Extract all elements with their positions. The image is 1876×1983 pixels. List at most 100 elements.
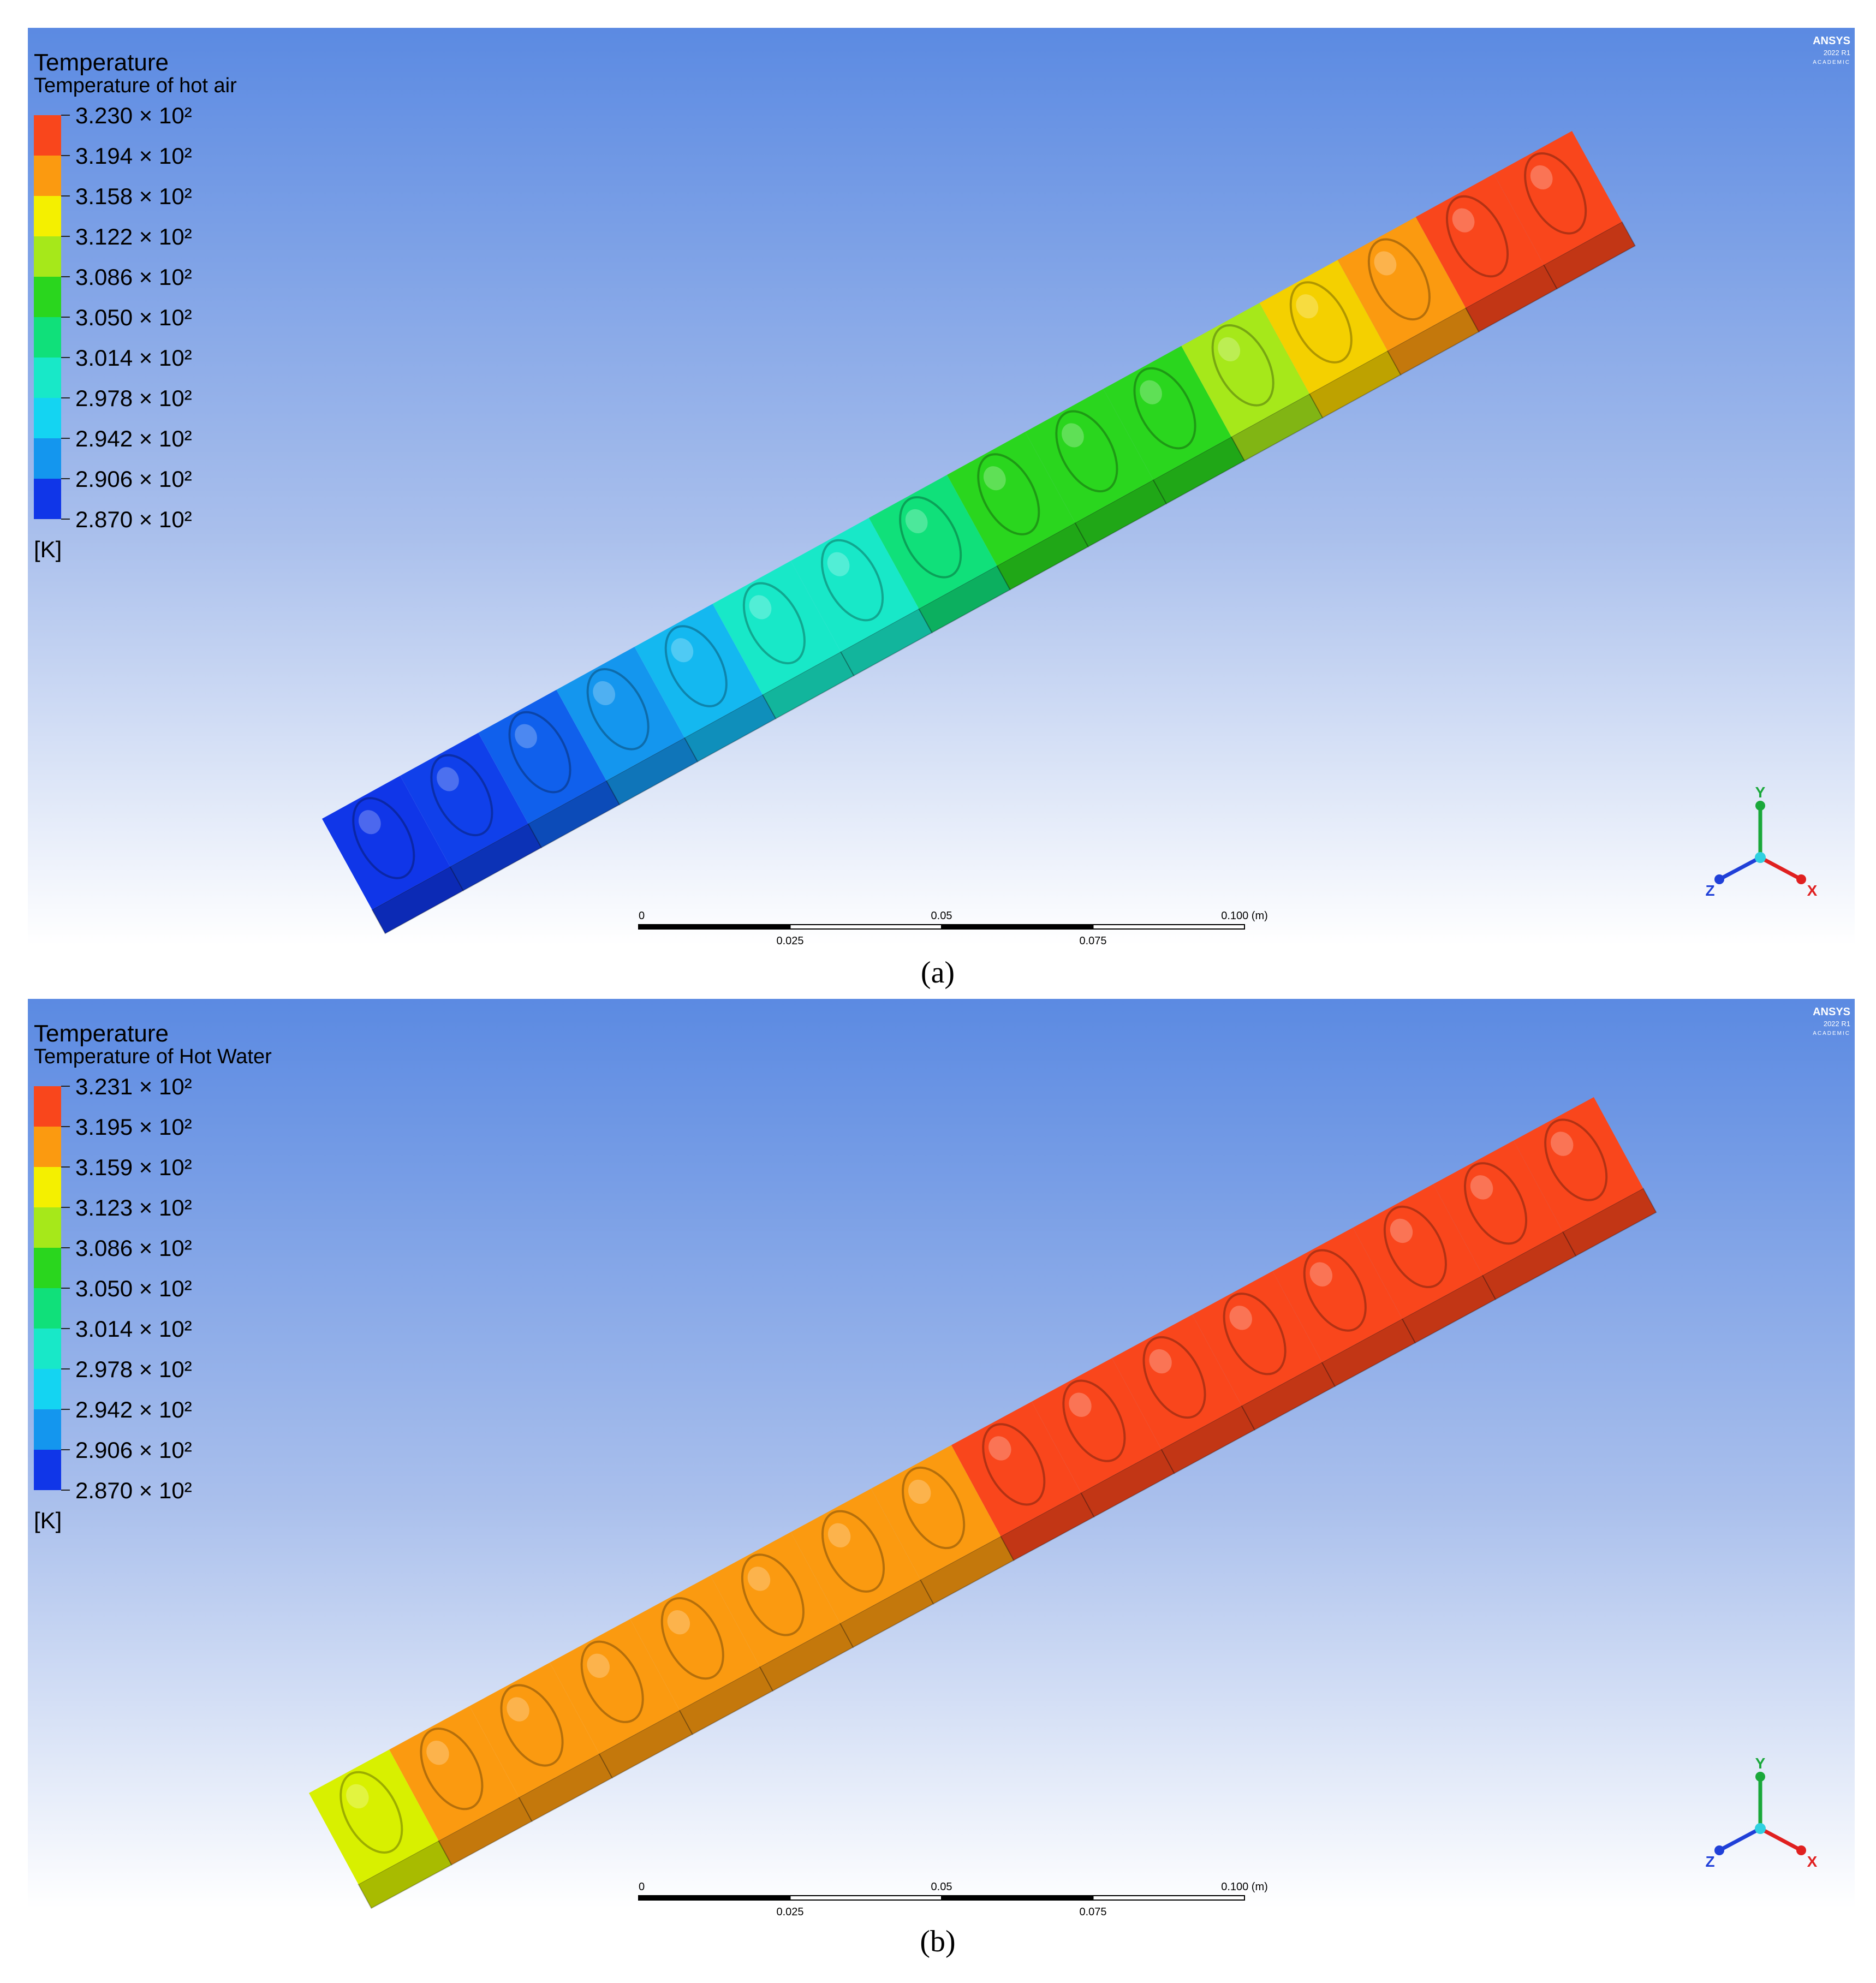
strip-rib bbox=[899, 496, 962, 579]
triad-arrowhead bbox=[1755, 1772, 1765, 1782]
strip-side-shade bbox=[684, 694, 776, 762]
strip-highlight bbox=[507, 1697, 529, 1722]
legend-unit: [K] bbox=[34, 1508, 62, 1533]
strip-rib bbox=[741, 1553, 805, 1636]
triad-arrowhead bbox=[1714, 1845, 1724, 1855]
strip-highlight bbox=[667, 1610, 690, 1635]
strip-highlight bbox=[983, 466, 1006, 491]
strip-rib bbox=[420, 1728, 484, 1811]
scale-bar-segment bbox=[638, 924, 791, 930]
panel-caption: (a) bbox=[921, 956, 955, 990]
strip-highlight bbox=[358, 810, 381, 835]
strip-side-shade bbox=[528, 781, 620, 848]
triad-label: Y bbox=[1755, 784, 1766, 801]
scale-bar-label: 0.100 (m) bbox=[1221, 910, 1268, 922]
strip-rib bbox=[586, 668, 650, 751]
scale-bar-segment bbox=[789, 924, 942, 930]
strip-side-shade bbox=[1153, 437, 1245, 504]
strip-side-shade bbox=[599, 1710, 693, 1778]
strip-highlight bbox=[988, 1436, 1011, 1461]
scale-bar-segment bbox=[638, 1895, 791, 1901]
strip-rib bbox=[1524, 152, 1587, 235]
legend-label: 3.014 × 10² bbox=[75, 1316, 192, 1342]
strip-side-shade bbox=[841, 609, 932, 676]
triad-label: X bbox=[1807, 882, 1818, 899]
panel-caption: (b) bbox=[920, 1925, 955, 1958]
logo-edition: ACADEMIC bbox=[1813, 1031, 1850, 1037]
triad-arrowhead bbox=[1796, 1845, 1806, 1855]
legend-band bbox=[34, 358, 61, 398]
legend-band bbox=[34, 1369, 61, 1409]
strip-highlight bbox=[1069, 1392, 1092, 1417]
legend-label: 3.195 × 10² bbox=[75, 1114, 192, 1140]
strip-side-shade bbox=[919, 565, 1010, 633]
legend-band bbox=[34, 1450, 61, 1490]
legend-label: 2.906 × 10² bbox=[75, 1437, 192, 1463]
strip-side-shade bbox=[1321, 1319, 1415, 1386]
triad-axis bbox=[1718, 855, 1761, 882]
triad-origin bbox=[1755, 1823, 1766, 1834]
strip-rib bbox=[508, 711, 571, 794]
strip-side-shade bbox=[1081, 1449, 1175, 1517]
legend-label: 3.123 × 10² bbox=[75, 1195, 192, 1220]
logo: ANSYS bbox=[1813, 1006, 1850, 1018]
scale-bar-label: 0.025 bbox=[776, 935, 803, 947]
strip-side-shade bbox=[1075, 479, 1166, 547]
triad-label: Z bbox=[1705, 1853, 1714, 1870]
strip-rib bbox=[1133, 367, 1196, 450]
legend-label: 2.942 × 10² bbox=[75, 426, 192, 451]
legend-label: 2.906 × 10² bbox=[75, 466, 192, 492]
strip-side-shade bbox=[1563, 1188, 1657, 1256]
strip-side-shade bbox=[679, 1666, 773, 1735]
legend-label: 3.194 × 10² bbox=[75, 143, 192, 169]
strip-side-shade bbox=[1387, 307, 1479, 375]
legend-band bbox=[34, 1409, 61, 1450]
strip-highlight bbox=[1530, 165, 1553, 190]
legend-band bbox=[34, 1127, 61, 1167]
strip-side-shade bbox=[519, 1754, 612, 1821]
legend-title: Temperature bbox=[34, 49, 169, 76]
triad-arrowhead bbox=[1755, 801, 1765, 811]
strip-rib bbox=[1223, 1293, 1287, 1375]
strip-rib bbox=[821, 1510, 885, 1593]
strip-rib bbox=[664, 625, 728, 707]
triad-label: Y bbox=[1755, 1755, 1766, 1772]
strip-rib bbox=[1383, 1205, 1447, 1289]
legend-band bbox=[34, 398, 61, 438]
strip-highlight bbox=[426, 1741, 449, 1765]
legend-label: 3.086 × 10² bbox=[75, 264, 192, 290]
strip-highlight bbox=[1452, 208, 1475, 233]
strip-rib bbox=[1544, 1118, 1608, 1201]
legend-label: 3.050 × 10² bbox=[75, 1276, 192, 1301]
strip-side-shade bbox=[1544, 222, 1635, 289]
legend-label: 3.230 × 10² bbox=[75, 103, 192, 128]
logo-version: 2022 R1 bbox=[1824, 1020, 1850, 1028]
strip-highlight bbox=[1062, 423, 1084, 448]
scale-bar-label: 0.075 bbox=[1079, 1906, 1106, 1918]
strip-highlight bbox=[671, 638, 694, 663]
strip-highlight bbox=[747, 1567, 771, 1591]
scale-bar-segment bbox=[1092, 924, 1245, 930]
scale-bar-label: 0.100 (m) bbox=[1221, 1881, 1268, 1893]
legend-subtitle: Temperature of hot air bbox=[34, 74, 237, 97]
scale-bar-segment bbox=[941, 924, 1094, 930]
strip-highlight bbox=[1309, 1262, 1333, 1287]
strip-side bbox=[1543, 221, 1636, 290]
strip-side-shade bbox=[1161, 1406, 1255, 1474]
strip-rib bbox=[982, 1423, 1046, 1506]
legend-label: 2.978 × 10² bbox=[75, 385, 192, 411]
strip-rib bbox=[1211, 324, 1275, 407]
scale-bar-segment bbox=[789, 1895, 942, 1901]
scale-bar-segment bbox=[1092, 1895, 1245, 1901]
triad-axis bbox=[1718, 1826, 1761, 1853]
strip-side-shade bbox=[1000, 1492, 1094, 1561]
legend-band bbox=[34, 196, 61, 236]
strip-side-shade bbox=[1482, 1231, 1576, 1300]
strip-side-shade bbox=[1231, 394, 1323, 461]
strip-rib bbox=[1463, 1162, 1528, 1245]
strip-rib bbox=[902, 1466, 966, 1550]
triad-arrowhead bbox=[1714, 874, 1724, 884]
